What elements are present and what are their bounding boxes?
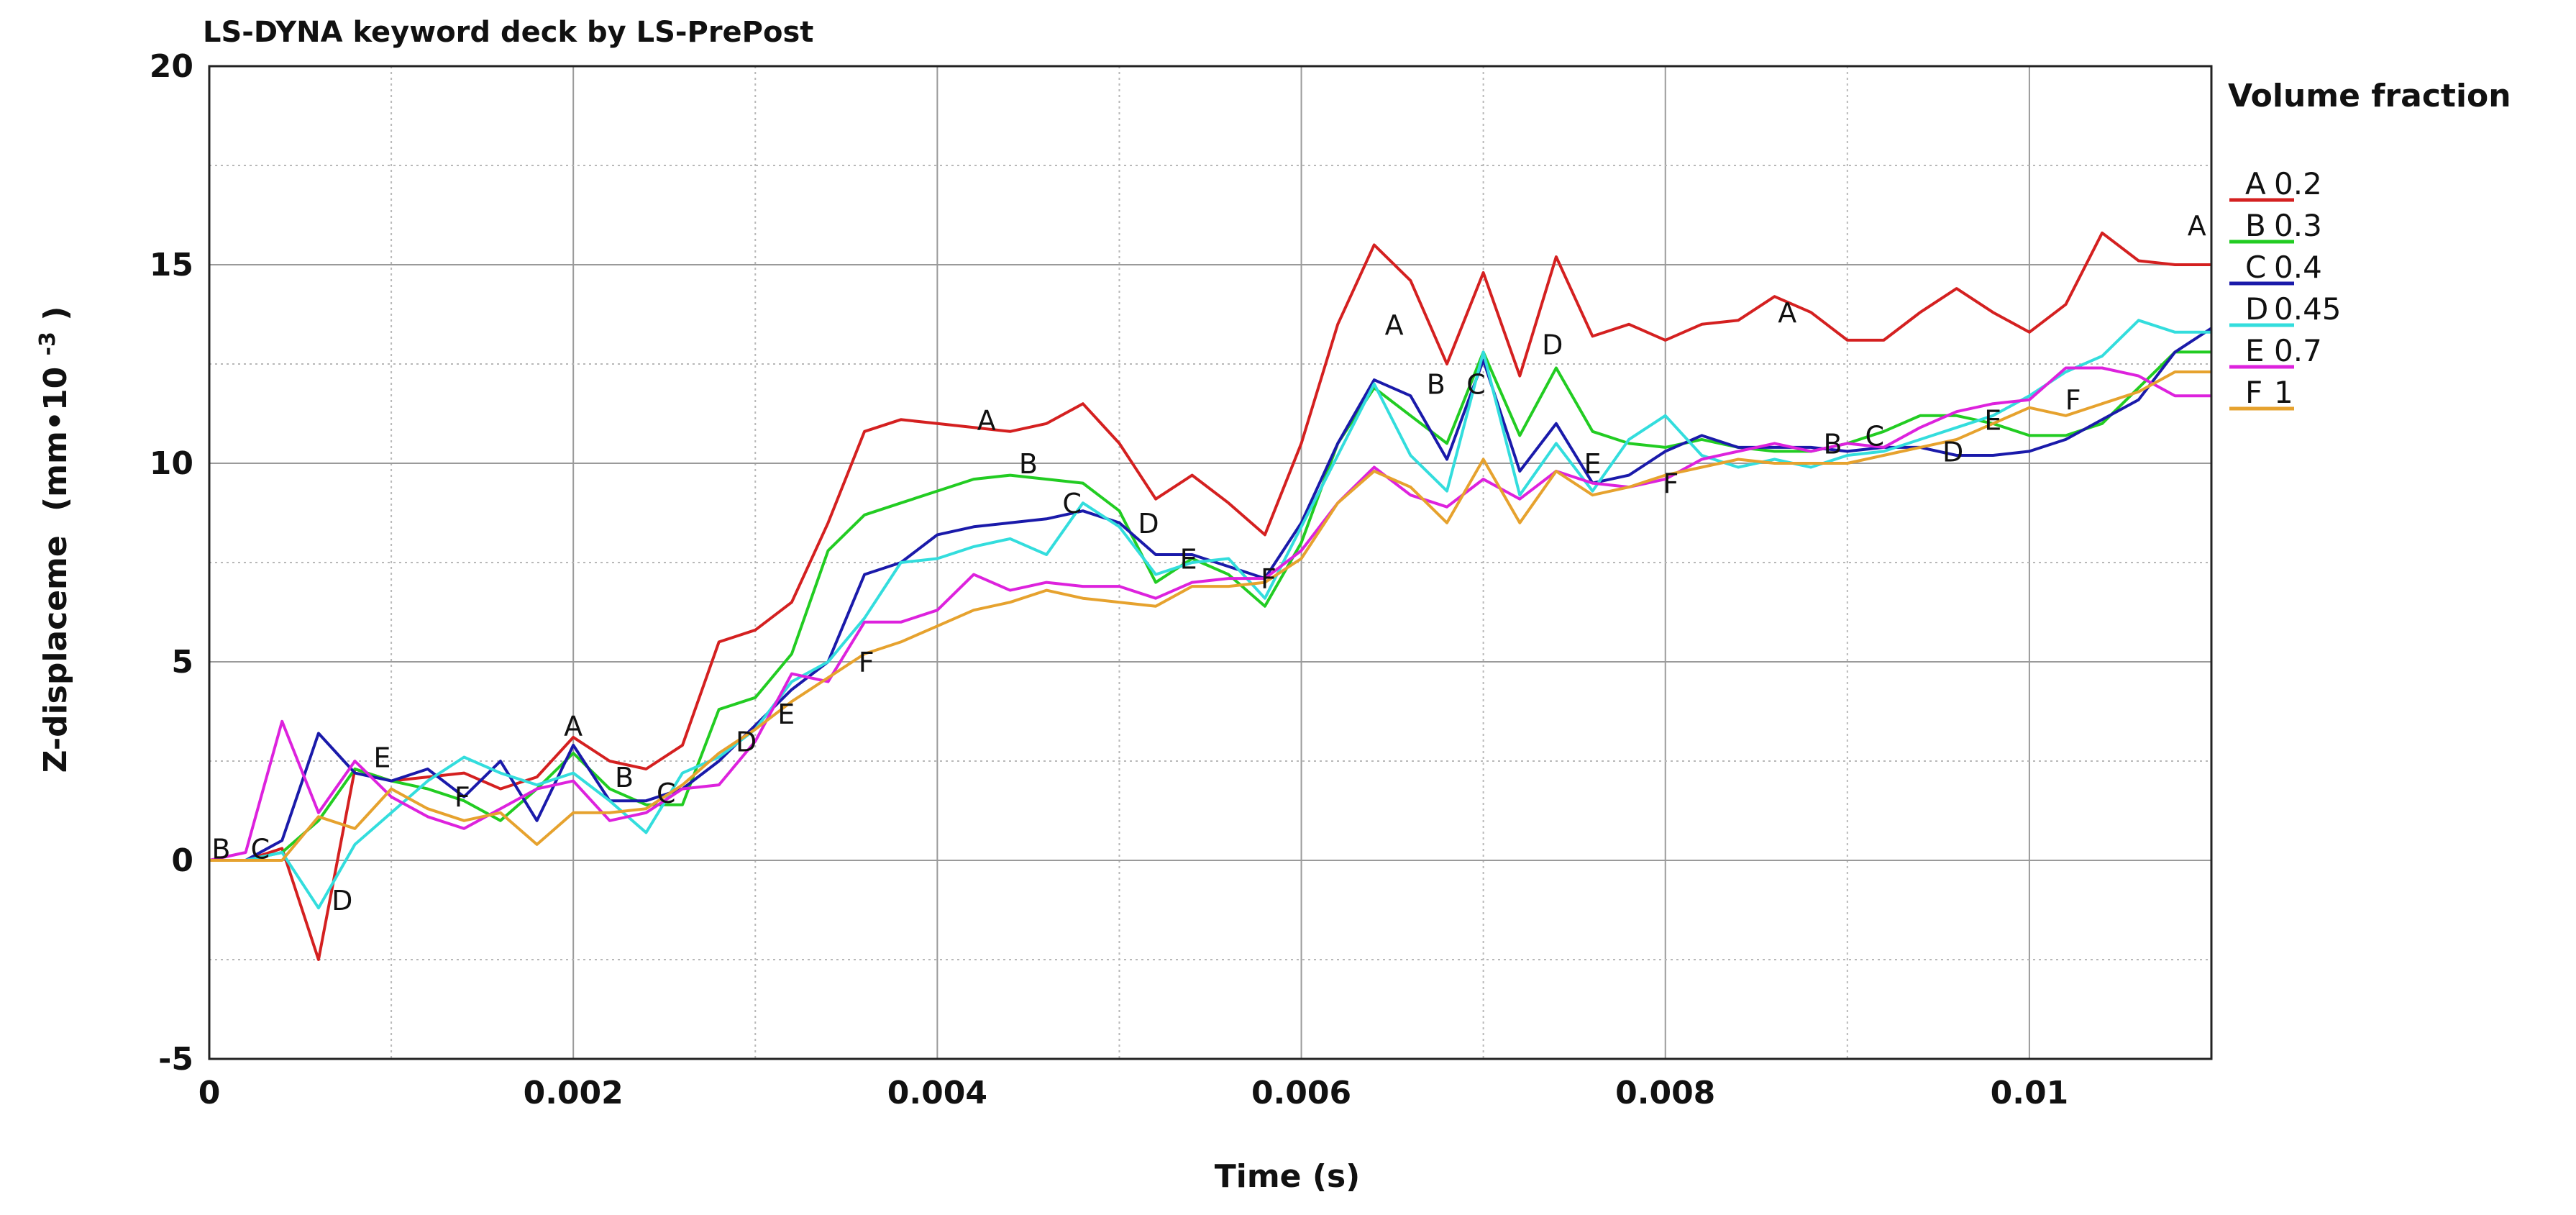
series-marker-b: B bbox=[615, 762, 634, 793]
legend-label: 0.3 bbox=[2274, 208, 2322, 243]
legend-marker: E bbox=[2245, 333, 2265, 368]
series-line-a bbox=[209, 231, 2211, 961]
grid bbox=[209, 66, 2211, 1059]
y-tick-labels: -5 0 5 10 15 20 bbox=[150, 48, 193, 1078]
series-marker-f: F bbox=[1663, 468, 1678, 500]
series-marker-c: C bbox=[657, 778, 676, 809]
legend-label: 0.45 bbox=[2274, 291, 2342, 327]
x-tick-label: 0.01 bbox=[1991, 1075, 2069, 1111]
legend-title: Volume fraction bbox=[2228, 78, 2511, 114]
x-tick-labels: 0 0.002 0.004 0.006 0.008 0.01 bbox=[198, 1075, 2069, 1111]
y-tick-label: 0 bbox=[171, 842, 193, 879]
series-marker-e: E bbox=[373, 742, 390, 773]
x-tick-label: 0.004 bbox=[887, 1075, 987, 1111]
legend-item-a: A 0.2 bbox=[2229, 166, 2322, 202]
series-marker-b: B bbox=[1019, 448, 1038, 480]
series-marker-d: D bbox=[736, 726, 757, 757]
y-tick-label: 10 bbox=[150, 445, 193, 482]
series-marker-b: B bbox=[1824, 428, 1842, 460]
series-marker-a: A bbox=[1778, 297, 1796, 329]
series-marker-a: A bbox=[1385, 309, 1404, 341]
series-marker-c: C bbox=[1466, 369, 1486, 401]
series-marker-f: F bbox=[455, 782, 470, 814]
series-line-b bbox=[209, 350, 2211, 862]
x-tick-label: 0.006 bbox=[1251, 1075, 1351, 1111]
legend-item-d: D 0.45 bbox=[2229, 291, 2342, 327]
series-marker-e: E bbox=[1984, 404, 2001, 436]
y-tick-label: 20 bbox=[150, 48, 193, 85]
series-marker-a: A bbox=[564, 710, 583, 742]
series-marker-f: F bbox=[1261, 563, 1276, 595]
x-tick-label: 0.008 bbox=[1615, 1075, 1715, 1111]
y-tick-label: 5 bbox=[171, 644, 193, 681]
series-marker-c: C bbox=[1865, 420, 1885, 452]
legend-marker: C bbox=[2245, 250, 2266, 285]
series-line-f bbox=[209, 370, 2211, 862]
series-marker-b: B bbox=[1427, 369, 1445, 401]
series-marker-d: D bbox=[1942, 436, 1963, 468]
y-axis-label-close: ) bbox=[37, 306, 74, 321]
y-axis-label-main: Z-displaceme bbox=[37, 535, 74, 773]
legend-item-c: C 0.4 bbox=[2229, 250, 2322, 286]
legend-marker: F bbox=[2245, 375, 2262, 410]
y-axis-label-exponent: -3 bbox=[35, 332, 60, 355]
series-marker-f: F bbox=[859, 647, 874, 678]
series-marker-e: E bbox=[1584, 448, 1601, 480]
series-marker-c: C bbox=[251, 833, 270, 865]
series-line-d bbox=[209, 319, 2211, 910]
legend-marker: D bbox=[2245, 291, 2268, 327]
series-marker-d: D bbox=[1138, 508, 1159, 540]
plot-frame bbox=[208, 65, 2213, 1060]
y-tick-label: 15 bbox=[150, 247, 193, 283]
series-lines bbox=[209, 231, 2213, 961]
series-marker-c: C bbox=[1062, 488, 1082, 519]
chart-title: LS-DYNA keyword deck by LS-PrePost bbox=[203, 16, 813, 49]
series-marker-f: F bbox=[2065, 385, 2081, 417]
series-marker-e: E bbox=[777, 698, 795, 730]
series-marker-d: D bbox=[332, 885, 352, 916]
y-axis-label: Z-displaceme (mm•10 -3 ) bbox=[26, 306, 74, 773]
series-line-c bbox=[209, 327, 2213, 862]
legend-item-b: B 0.3 bbox=[2229, 208, 2322, 244]
series-marker-d: D bbox=[1542, 329, 1563, 360]
legend-label: 1 bbox=[2274, 375, 2293, 410]
y-tick-label: -5 bbox=[158, 1041, 193, 1078]
series-marker-b: B bbox=[211, 833, 230, 865]
x-tick-label: 0 bbox=[198, 1075, 221, 1111]
legend-marker: B bbox=[2245, 208, 2266, 243]
legend-label: 0.4 bbox=[2274, 250, 2322, 285]
legend: A 0.2B 0.3C 0.4D 0.45E 0.7F 1 bbox=[2229, 166, 2342, 411]
y-axis-label-unit: (mm•10 bbox=[37, 367, 74, 511]
x-axis-label: Time (s) bbox=[1215, 1158, 1361, 1195]
series-marker-a: A bbox=[977, 404, 996, 436]
series-marker-a: A bbox=[2188, 210, 2206, 242]
legend-label: 0.7 bbox=[2274, 333, 2322, 368]
legend-item-e: E 0.7 bbox=[2229, 333, 2322, 369]
legend-label: 0.2 bbox=[2274, 166, 2322, 201]
series-line-e bbox=[209, 366, 2211, 862]
legend-marker: A bbox=[2245, 166, 2266, 201]
x-tick-label: 0.002 bbox=[524, 1075, 624, 1111]
series-marker-e: E bbox=[1180, 543, 1197, 575]
